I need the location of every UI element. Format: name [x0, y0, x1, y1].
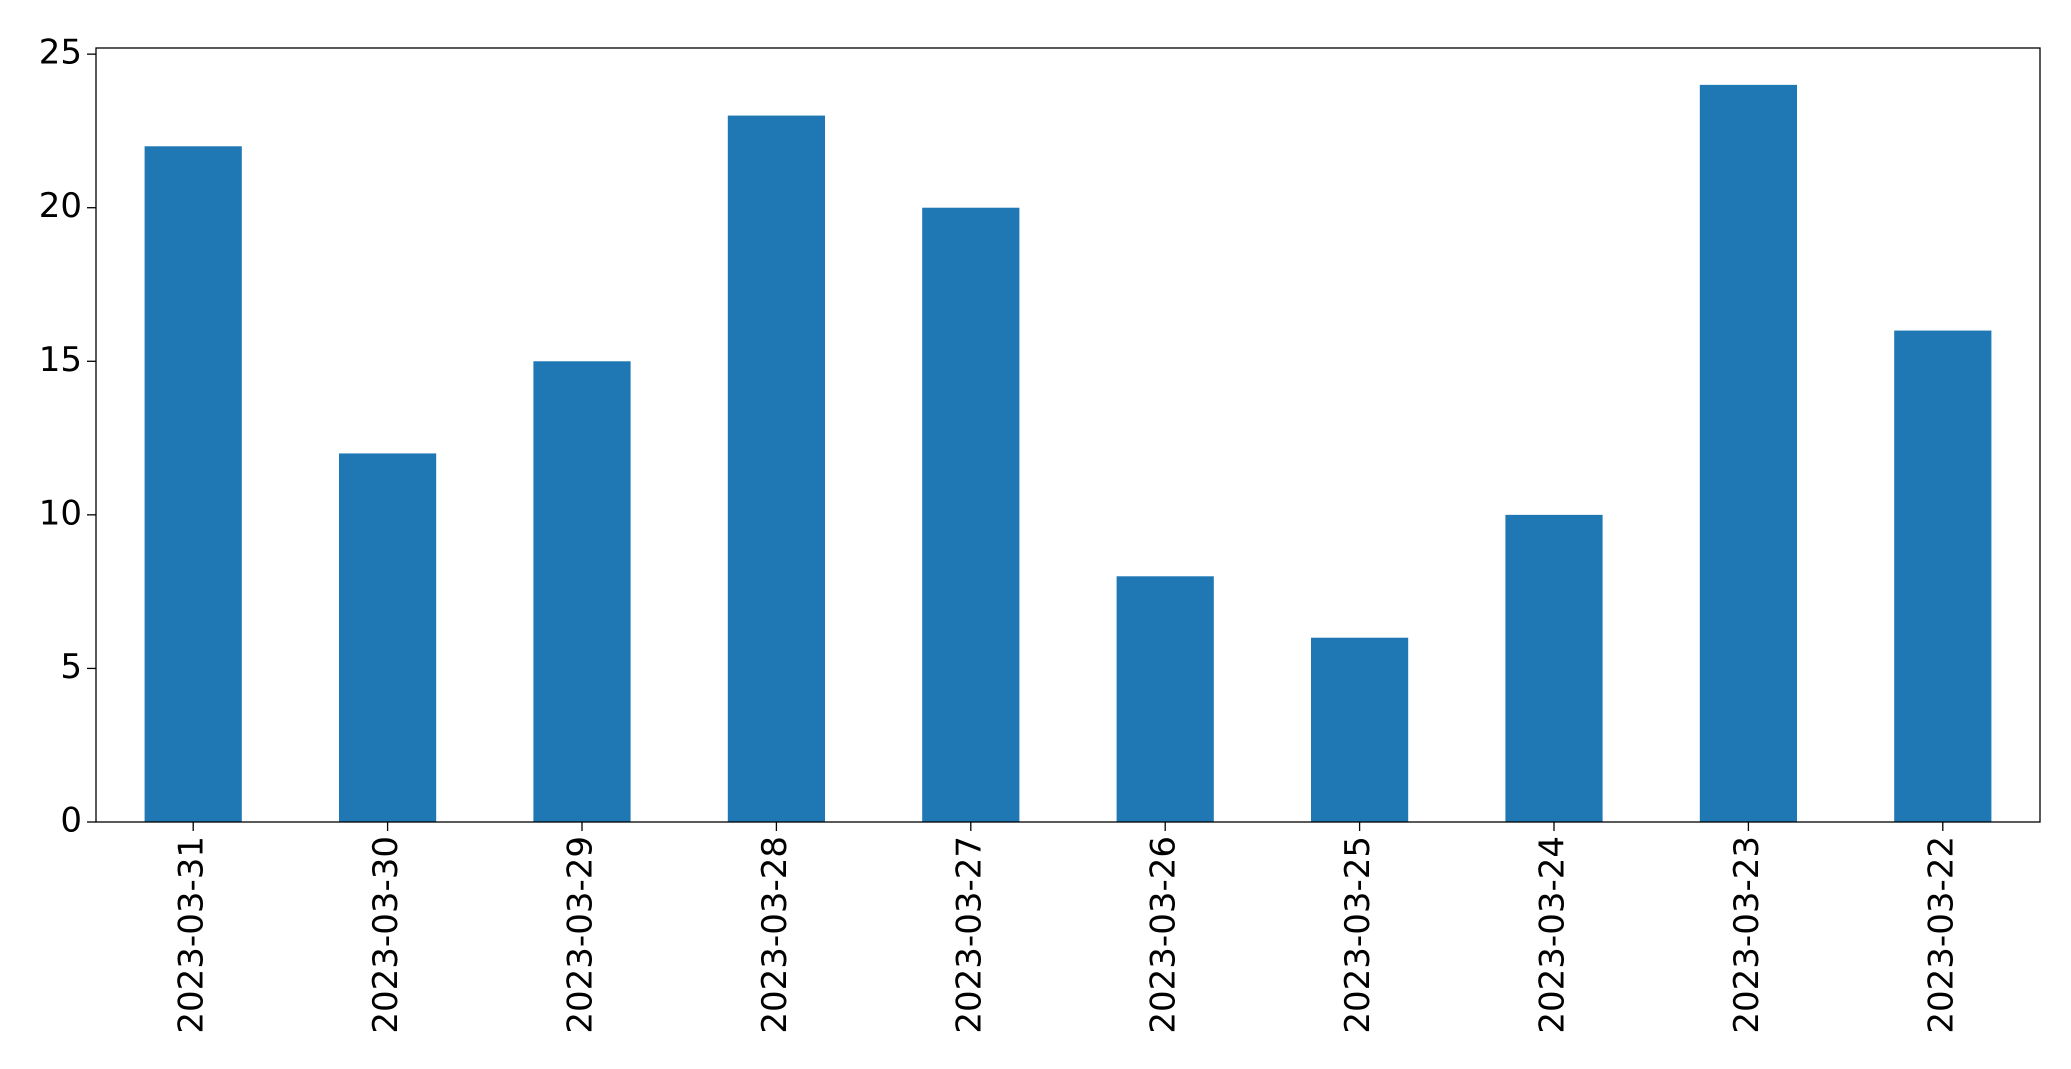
- bar: [1894, 330, 1992, 822]
- x-tick-label: 2023-03-22: [1921, 836, 1961, 1034]
- bar: [1505, 514, 1603, 822]
- y-tick-label: 20: [39, 186, 82, 226]
- bar: [339, 453, 437, 822]
- y-tick-label: 10: [39, 493, 82, 533]
- bar: [144, 146, 242, 823]
- bar: [1311, 637, 1409, 822]
- x-tick-label: 2023-03-31: [172, 836, 212, 1034]
- plot-frame: [95, 47, 2041, 823]
- x-tick-label: 2023-03-25: [1338, 836, 1378, 1034]
- bar: [1116, 576, 1214, 822]
- y-tick-label: 25: [39, 33, 82, 73]
- y-tick-label: 0: [60, 801, 82, 841]
- bar: [727, 115, 825, 823]
- x-tick-label: 2023-03-28: [755, 836, 795, 1034]
- y-tick-label: 5: [60, 647, 82, 687]
- bar: [922, 207, 1020, 822]
- bar: [1699, 84, 1797, 823]
- x-tick-label: 2023-03-26: [1144, 836, 1184, 1034]
- x-tick-label: 2023-03-30: [366, 836, 406, 1034]
- x-tick-label: 2023-03-29: [561, 836, 601, 1034]
- x-tick-label: 2023-03-24: [1533, 836, 1573, 1034]
- bar: [533, 361, 631, 822]
- x-tick-label: 2023-03-23: [1727, 836, 1767, 1034]
- x-tick-label: 2023-03-27: [949, 836, 989, 1034]
- y-tick-label: 15: [39, 340, 82, 380]
